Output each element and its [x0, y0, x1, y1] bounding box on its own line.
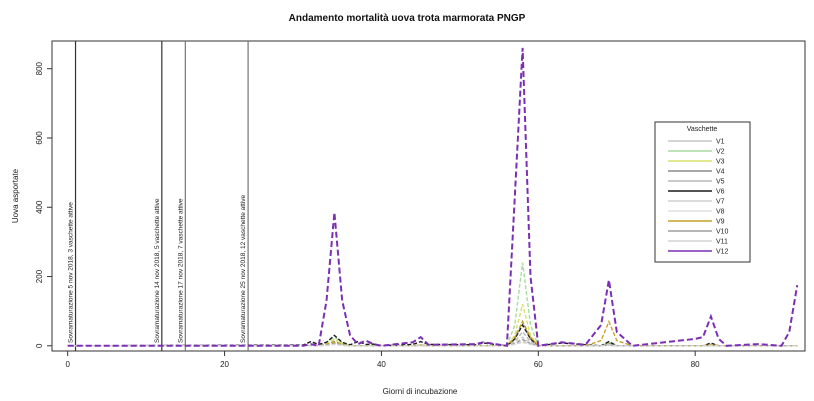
y-tick-label: 0: [35, 343, 44, 348]
legend-label-v4: V4: [716, 169, 725, 176]
legend-label-v2: V2: [716, 149, 725, 156]
reference-line-label-3: Sovramaturazione 17 nov 2018, 7 vaschett…: [177, 198, 184, 343]
chart-title: Andamento mortalità uova trota marmorata…: [289, 13, 526, 24]
legend-label-v7: V7: [716, 199, 725, 206]
x-tick-label: 80: [691, 360, 700, 369]
y-tick-label: 200: [35, 269, 44, 283]
legend-title: Vaschette: [687, 126, 718, 133]
legend: Vaschette V1 V2 V3 V4 V5 V6 V7 V8 V9 V10 V11 V12: [654, 121, 751, 263]
plot-frame: [51, 40, 806, 352]
series-line-v12: [67, 47, 799, 347]
series-line-v11: [67, 340, 798, 347]
y-tick-label: 800: [35, 61, 44, 75]
legend-label-v3: V3: [716, 159, 725, 166]
reference-line-label-4: Sovramaturazione 25 nov 2018, 12 vaschet…: [240, 194, 247, 343]
legend-label-v9: V9: [716, 219, 725, 226]
x-tick-label: 20: [220, 360, 229, 369]
y-axis-label: Uova asportate: [11, 168, 20, 223]
reference-line-label-2: Sovramaturazione 14 nov 2018, 5 vaschett…: [154, 198, 161, 343]
legend-label-v1: V1: [716, 139, 725, 146]
series-line-v6: [67, 323, 798, 347]
legend-label-v5: V5: [716, 179, 725, 186]
y-tick-label: 400: [35, 200, 44, 214]
legend-label-v11: V11: [716, 239, 728, 246]
x-tick-label: 40: [377, 360, 386, 369]
series-lines: [67, 47, 799, 347]
series-line-v9: [67, 319, 798, 347]
legend-label-v8: V8: [716, 209, 725, 216]
x-tick-label: 60: [534, 360, 543, 369]
x-tick-label: 0: [65, 360, 70, 369]
legend-label-v10: V10: [716, 229, 729, 236]
x-axis-label: Giorni di incubazione: [383, 387, 458, 396]
legend-label-v6: V6: [716, 189, 725, 196]
y-tick-label: 600: [35, 131, 44, 145]
reference-lines: Sovramaturazione 5 nov 2018, 3 vaschette…: [68, 41, 249, 351]
legend-box: [654, 121, 751, 263]
reference-line-label-1: Sovramaturazione 5 nov 2018, 3 vaschette…: [68, 202, 75, 343]
legend-label-v12: V12: [716, 249, 729, 256]
